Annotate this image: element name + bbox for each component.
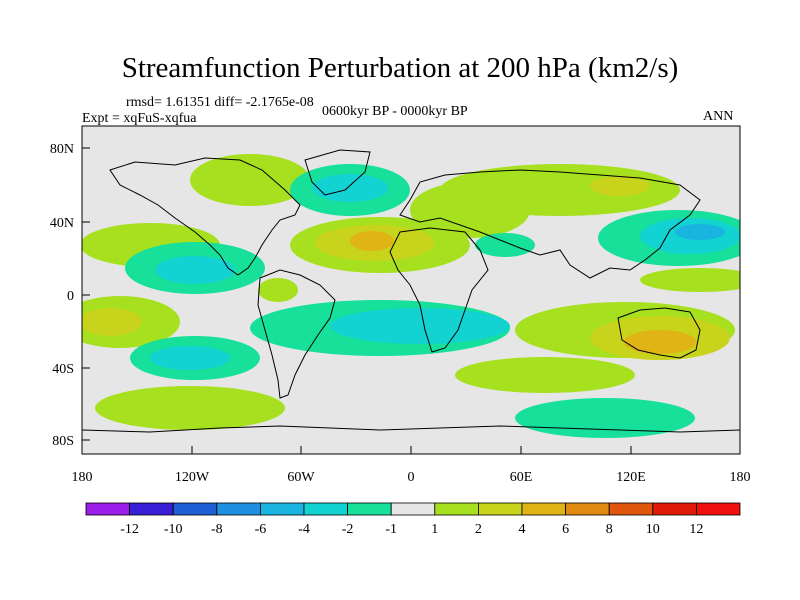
lat-tick-label: 80N <box>50 142 74 157</box>
field-region <box>455 357 635 393</box>
colorbar-label: -10 <box>164 522 183 537</box>
field-region <box>350 231 394 251</box>
colorbar-label: -1 <box>385 522 397 537</box>
field-region <box>82 308 142 336</box>
experiment-label: Expt = xqFuS-xqfua <box>82 111 197 126</box>
lon-tick-label: 180 <box>730 470 751 485</box>
greenland-coast <box>304 149 371 196</box>
field-region <box>258 278 298 302</box>
colorbar-label: 12 <box>689 522 703 537</box>
colorbar-swatch <box>259 502 305 516</box>
map-title: Streamfunction Perturbation at 200 hPa (… <box>121 52 679 84</box>
colorbar-label: -6 <box>255 522 267 537</box>
colorbar-swatch <box>608 502 654 516</box>
south-america-coast <box>257 269 336 399</box>
field-region <box>624 330 696 354</box>
field-region <box>330 308 510 344</box>
colorbar-label: 6 <box>562 522 569 537</box>
colorbar-swatch <box>477 502 523 516</box>
colorbar-label: -12 <box>120 522 139 537</box>
colorbar-swatch <box>565 502 610 516</box>
eurasia-coast <box>399 169 701 279</box>
colorbar-swatch <box>85 502 130 516</box>
field-region <box>410 182 530 238</box>
lon-tick-label: 60W <box>287 470 315 485</box>
colorbar-swatch <box>652 502 697 516</box>
field-region <box>675 224 725 240</box>
coastlines <box>82 149 740 433</box>
field-region <box>150 346 230 370</box>
longitude-axis: 180 120W 60W 0 60E 120E 180 <box>72 446 751 485</box>
field-region <box>95 386 285 430</box>
period-label: 0600kyr BP - 0000kyr BP <box>322 104 468 119</box>
colorbar-swatch <box>216 502 261 516</box>
colorbar-label: 2 <box>475 522 482 537</box>
colorbar-swatch <box>347 502 392 516</box>
lat-tick-label: 40N <box>50 216 74 231</box>
antarctica-coast <box>82 425 740 433</box>
colorbar-label: -2 <box>342 522 354 537</box>
stats-text: rmsd= 1.61351 diff= -2.1765e-08 <box>126 95 314 110</box>
lon-tick-label: 180 <box>72 470 93 485</box>
season-label: ANN <box>703 109 734 124</box>
colorbar-swatch <box>521 502 566 516</box>
africa-coast <box>389 227 489 353</box>
colorbar-swatch <box>390 502 436 516</box>
colorbar-swatch <box>303 502 348 516</box>
lon-tick-label: 120W <box>175 470 210 485</box>
lat-tick-label: 80S <box>52 434 74 449</box>
colorbar-label: -8 <box>211 522 223 537</box>
field-region <box>312 174 388 202</box>
lon-tick-label: 120E <box>616 470 646 485</box>
lon-tick-label: 0 <box>408 470 415 485</box>
lat-tick-label: 40S <box>52 362 74 377</box>
field-region <box>155 256 235 284</box>
north-america-coast <box>109 157 301 276</box>
colorbar-label: -4 <box>298 522 310 537</box>
contour-field <box>82 126 740 454</box>
field-region <box>640 268 740 292</box>
australia-coast <box>617 307 701 359</box>
field-region <box>190 154 310 206</box>
lat-tick-label: 0 <box>67 289 74 304</box>
colorbar-label: 10 <box>646 522 660 537</box>
field-region <box>590 176 650 196</box>
colorbar: -12 -10 -8 -6 -4 -2 -1 1 2 4 6 8 10 12 <box>85 502 741 537</box>
colorbar-label: 1 <box>431 522 438 537</box>
colorbar-label: 4 <box>519 522 526 537</box>
colorbar-swatch <box>434 502 479 516</box>
latitude-axis: 80N 40N 0 40S 80S <box>50 142 90 449</box>
colorbar-swatch <box>696 502 741 516</box>
lon-tick-label: 60E <box>510 470 533 485</box>
colorbar-label: 8 <box>606 522 613 537</box>
colorbar-swatch <box>172 502 218 516</box>
colorbar-swatch <box>129 502 174 516</box>
field-region <box>475 233 535 257</box>
